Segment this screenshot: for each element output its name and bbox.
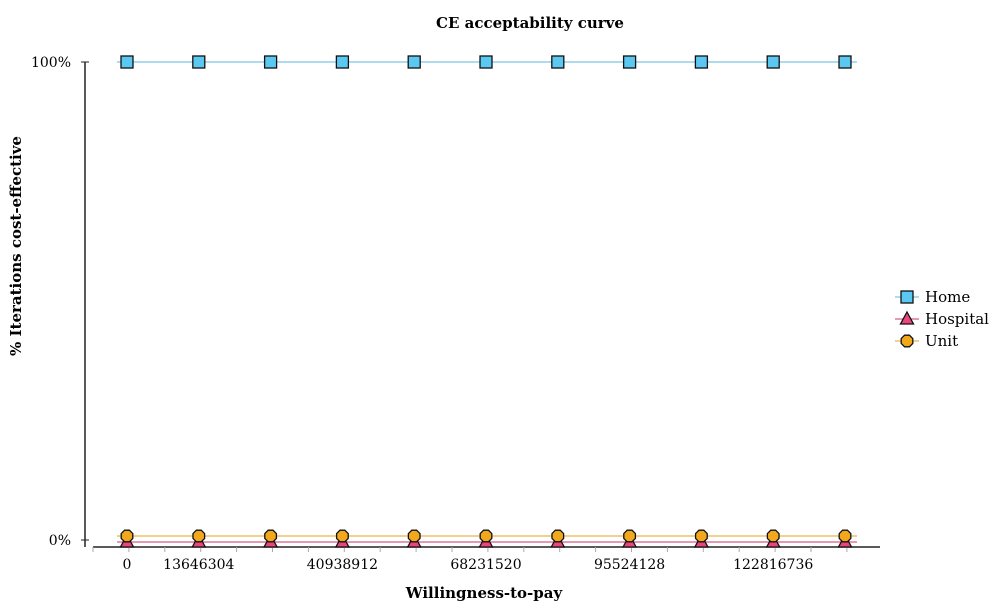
point-unit	[838, 529, 852, 543]
point-unit	[766, 529, 780, 543]
chart-title: CE acceptability curve	[436, 14, 624, 32]
point-unit	[120, 529, 134, 543]
point-unit	[192, 529, 206, 543]
legend-marker-unit	[900, 334, 914, 348]
point-home	[622, 55, 637, 69]
point-home	[407, 55, 421, 69]
point-home	[479, 55, 493, 69]
y-tick-label: 100%	[31, 55, 71, 71]
legend-marker-hospital	[899, 310, 915, 325]
y-axis-title: % Iterations cost-effective	[7, 136, 25, 356]
x-tick-label: 40938912	[307, 557, 378, 573]
point-home	[694, 55, 709, 69]
point-unit	[479, 529, 493, 543]
y-tick-label: 0%	[49, 533, 71, 549]
point-home	[120, 55, 134, 69]
point-unit	[335, 529, 349, 543]
legend-item-unit: Unit	[895, 332, 958, 350]
x-tick-label: 122816736	[733, 557, 813, 573]
point-home	[838, 55, 852, 69]
legend-label-unit: Unit	[925, 332, 958, 350]
x-tick-label: 13646304	[163, 557, 234, 573]
point-unit	[623, 529, 637, 543]
axes: 0% 100% 0 13646304 40938912 68231520 95524128 1…	[31, 55, 880, 573]
point-unit	[551, 529, 565, 543]
legend-label-home: Home	[925, 288, 970, 306]
legend: Home Hospital Unit	[895, 288, 989, 350]
x-tick-label: 95524128	[594, 557, 665, 573]
point-home	[192, 55, 206, 69]
point-unit	[264, 529, 278, 543]
series-unit	[117, 529, 857, 543]
legend-item-home: Home	[895, 288, 970, 306]
series-home	[117, 55, 857, 69]
point-home	[263, 55, 278, 69]
point-home	[551, 55, 565, 69]
x-axis-title: Willingness-to-pay	[405, 584, 564, 602]
legend-marker-home	[900, 290, 914, 304]
point-unit	[407, 529, 421, 543]
point-home	[766, 55, 780, 69]
x-tick-label: 68231520	[450, 557, 521, 573]
series-layer	[117, 55, 857, 548]
point-unit	[694, 529, 708, 543]
point-home	[335, 55, 350, 69]
legend-label-hospital: Hospital	[925, 310, 989, 328]
x-tick-label: 0	[123, 557, 132, 573]
legend-item-hospital: Hospital	[895, 310, 989, 328]
